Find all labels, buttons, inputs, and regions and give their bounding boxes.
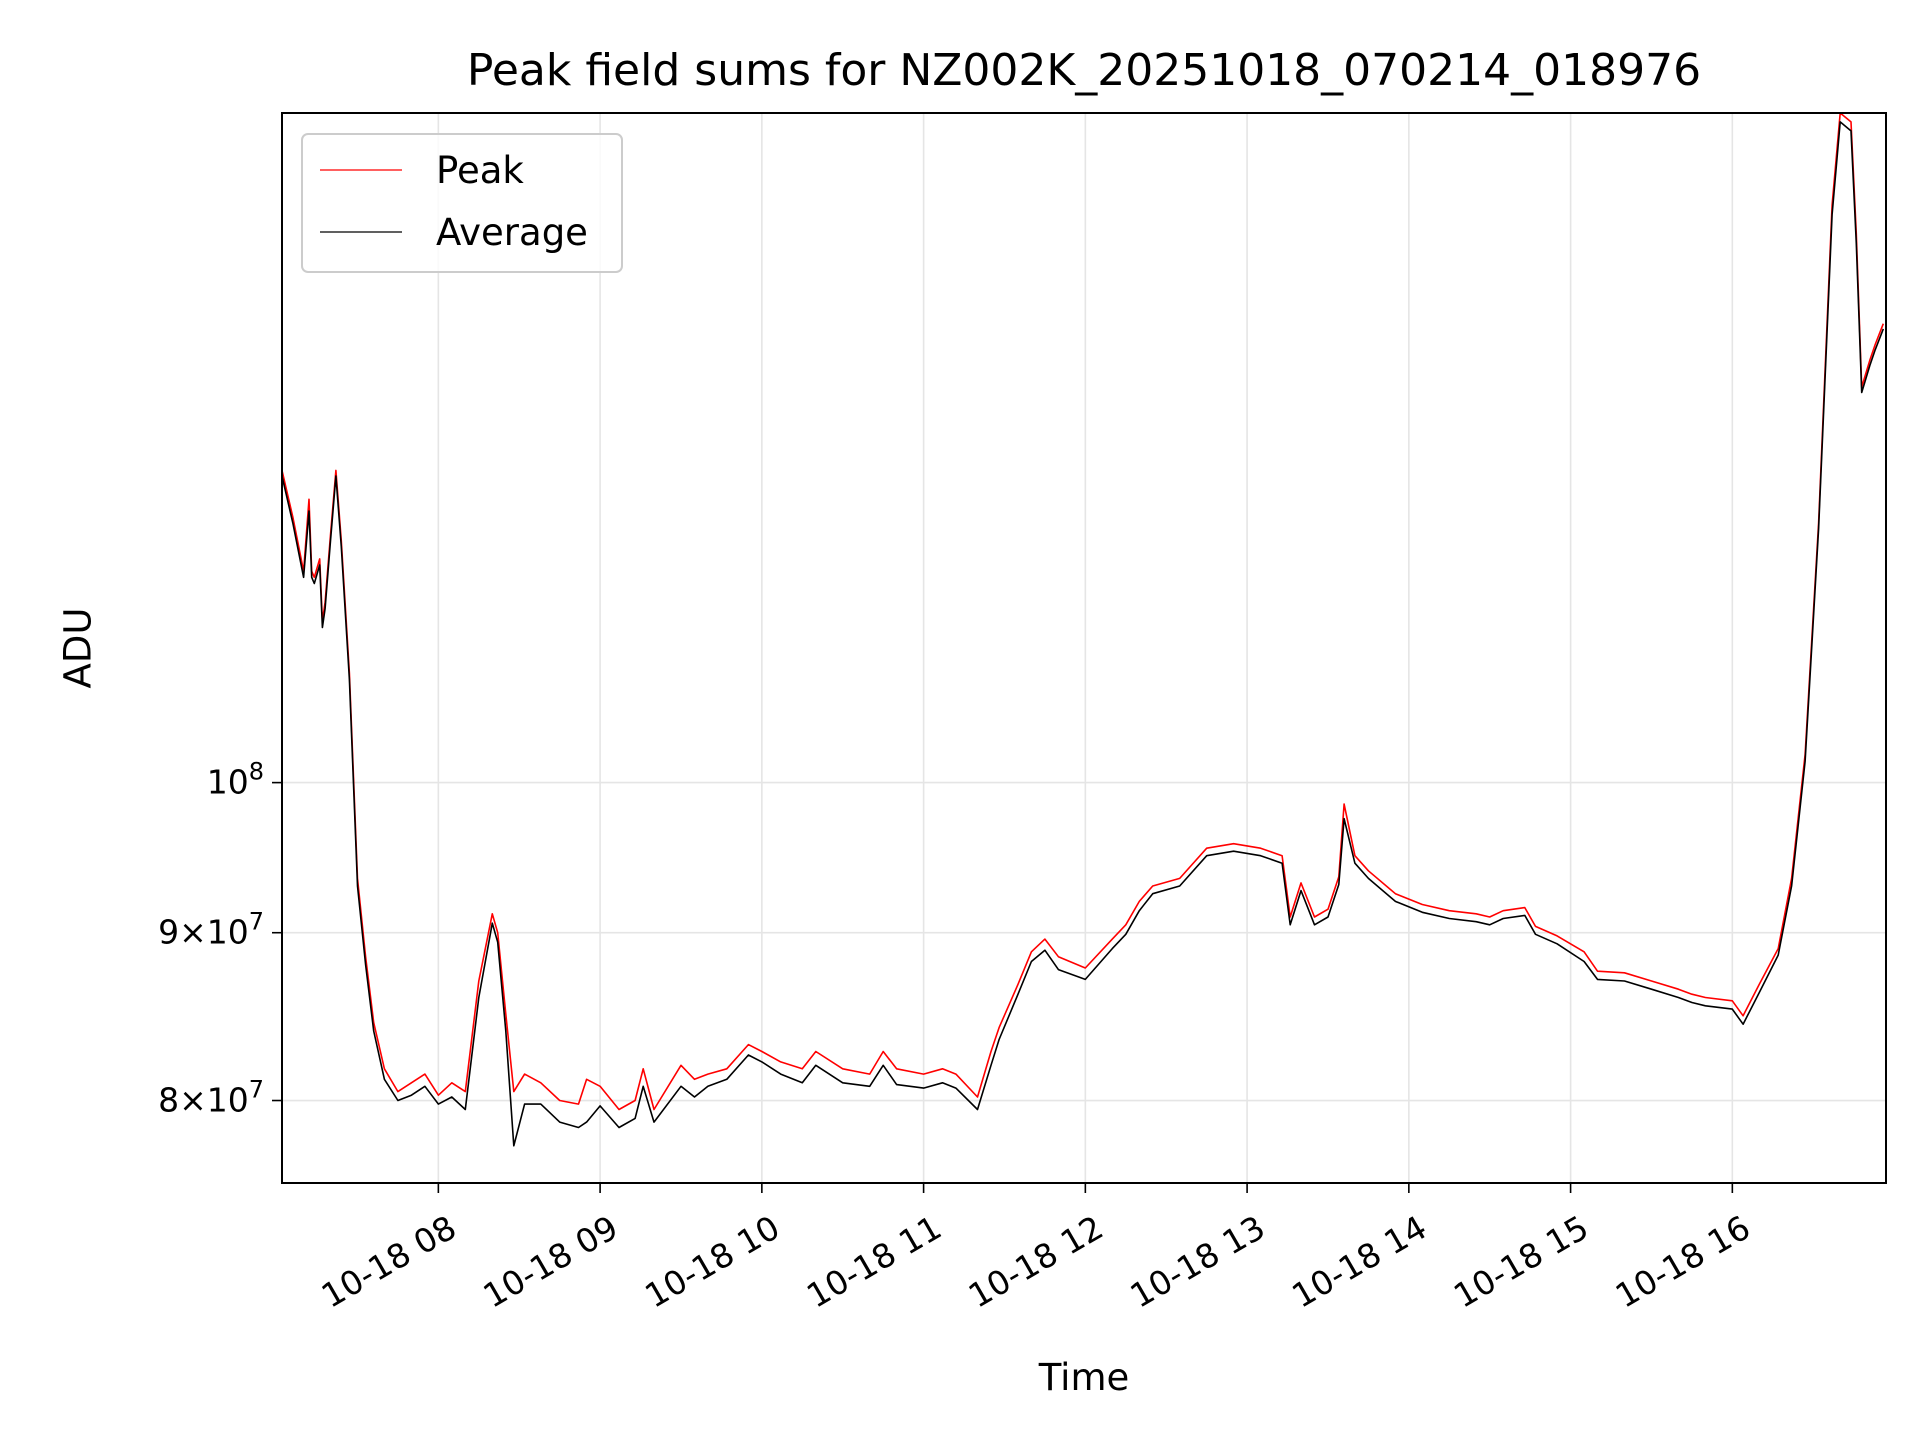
series-line-average bbox=[281, 121, 1885, 1147]
y-tick-label: 108 bbox=[207, 758, 264, 802]
x-tick-label: 10-18 13 bbox=[1123, 1208, 1271, 1316]
series-layer bbox=[281, 112, 1885, 1147]
y-tick-label: 8×107 bbox=[158, 1076, 264, 1120]
legend-box bbox=[301, 133, 623, 273]
x-axis-label: Time bbox=[1038, 1356, 1130, 1399]
x-tick-label: 10-18 16 bbox=[1609, 1208, 1757, 1316]
x-tick-label: 10-18 08 bbox=[315, 1208, 463, 1316]
legend-label-peak: Peak bbox=[436, 149, 524, 192]
y-tick-label: 9×107 bbox=[158, 908, 264, 952]
x-axis-ticks: 10-18 08 10-18 09 10-18 10 10-18 11 10-18 12… bbox=[315, 1183, 1757, 1316]
legend: Peak Average bbox=[301, 133, 623, 273]
x-tick-label: 10-18 11 bbox=[800, 1208, 948, 1316]
y-axis-label: ADU bbox=[57, 608, 100, 689]
x-tick-label: 10-18 12 bbox=[962, 1208, 1110, 1316]
x-tick-label: 10-18 14 bbox=[1285, 1208, 1433, 1316]
x-tick-label: 10-18 15 bbox=[1447, 1208, 1595, 1316]
x-tick-label: 10-18 10 bbox=[638, 1208, 786, 1316]
plot-frame bbox=[281, 112, 1887, 1184]
chart-title: Peak field sums for NZ002K_20251018_0702… bbox=[467, 45, 1701, 96]
series-line-peak bbox=[281, 112, 1885, 1111]
grid-layer bbox=[282, 113, 1886, 1183]
x-tick-label: 10-18 09 bbox=[477, 1208, 625, 1316]
legend-label-average: Average bbox=[436, 211, 588, 254]
y-axis-ticks: 8×107 9×107 108 bbox=[158, 758, 282, 1120]
